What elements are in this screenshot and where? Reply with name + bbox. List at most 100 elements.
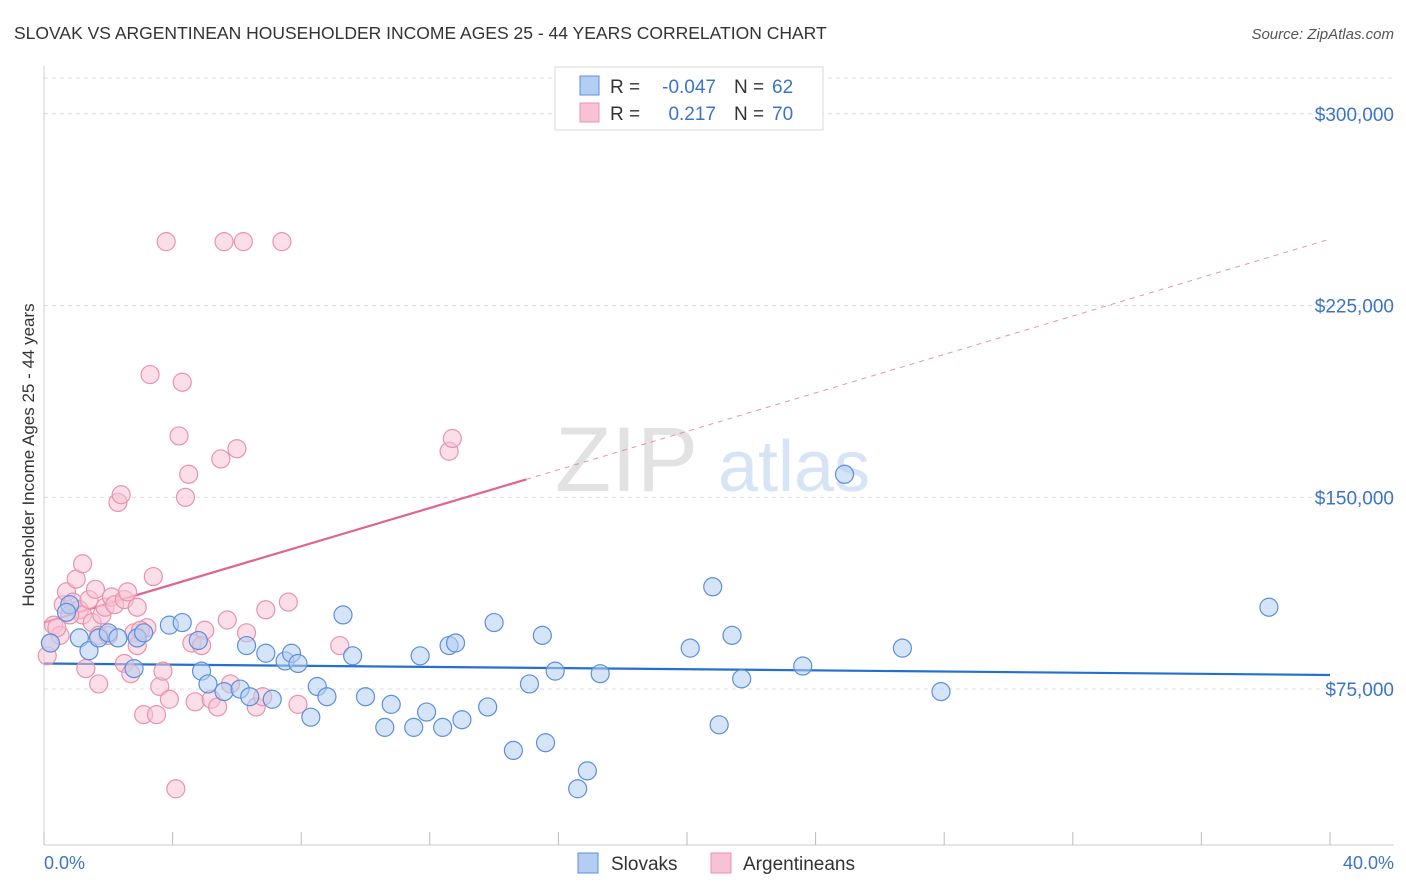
point-slovaks <box>568 779 588 799</box>
point-argentineans <box>166 779 186 799</box>
point-slovaks <box>108 628 128 648</box>
x-ticks <box>43 832 1331 845</box>
point-argentineans <box>169 426 189 446</box>
legend-r-label: R = <box>610 104 640 125</box>
axes <box>43 66 1394 846</box>
y-tick-labels: $75,000 $150,000 $225,000 $300,000 <box>1315 105 1394 701</box>
point-slovaks <box>445 633 466 653</box>
point-slovaks <box>532 625 552 645</box>
point-slovaks <box>333 605 353 625</box>
x-tick-label-min: 0.0% <box>44 853 85 873</box>
point-slovaks <box>375 717 395 737</box>
point-slovaks <box>703 577 723 597</box>
point-slovaks <box>134 623 154 643</box>
point-argentineans <box>288 694 308 714</box>
point-argentineans <box>127 597 147 617</box>
point-argentineans <box>214 232 234 252</box>
point-argentineans <box>175 487 196 507</box>
point-slovaks <box>535 733 556 753</box>
y-tick-label: $225,000 <box>1315 297 1394 318</box>
bottom-legend-swatch-slovaks <box>577 852 599 874</box>
point-slovaks <box>519 674 540 694</box>
legend-r-value: -0.047 <box>662 77 716 98</box>
point-argentineans <box>143 566 163 587</box>
point-argentineans <box>117 582 138 602</box>
point-slovaks <box>381 694 401 714</box>
point-slovaks <box>301 707 321 727</box>
point-slovaks <box>317 687 337 707</box>
legend-swatch-argentineans <box>579 102 600 123</box>
legend-r-value: 0.217 <box>668 104 716 125</box>
legend-n-label: N = <box>734 77 764 98</box>
point-slovaks <box>722 625 742 645</box>
legend-n-label: N = <box>734 104 764 125</box>
legend-r-label: R = <box>610 77 640 98</box>
point-argentineans <box>76 658 96 679</box>
point-slovaks <box>577 761 597 781</box>
gridlines <box>44 77 1394 690</box>
point-argentineans <box>85 579 106 599</box>
point-slovaks <box>478 697 498 717</box>
point-argentineans <box>233 232 253 252</box>
legend-box: R = -0.047 N = 62 R = 0.217 N = 70 <box>554 66 824 131</box>
point-argentineans <box>72 554 93 574</box>
y-tick-label: $300,000 <box>1315 105 1394 126</box>
point-argentineans <box>89 674 109 694</box>
point-argentineans <box>256 600 276 620</box>
bottom-legend: Slovaks Argentineans <box>577 852 855 875</box>
legend-swatch-slovaks <box>579 75 600 96</box>
point-slovaks <box>931 681 951 702</box>
point-argentineans <box>278 592 298 612</box>
point-slovaks <box>680 638 700 658</box>
point-argentineans <box>140 364 160 385</box>
point-slovaks <box>416 702 437 722</box>
point-slovaks <box>410 646 430 666</box>
point-slovaks <box>124 658 144 679</box>
point-argentineans <box>172 372 192 392</box>
source-label: Source: ZipAtlas.com <box>1251 26 1394 43</box>
point-slovaks <box>732 669 752 689</box>
point-slovaks <box>503 740 523 761</box>
point-slovaks <box>256 643 276 663</box>
point-argentineans <box>442 428 462 449</box>
point-argentineans <box>146 705 167 725</box>
point-slovaks <box>545 661 565 681</box>
point-slovaks <box>404 717 424 737</box>
point-argentineans <box>159 689 179 709</box>
point-slovaks <box>355 687 376 707</box>
point-argentineans <box>330 635 350 656</box>
point-argentineans <box>227 439 247 459</box>
point-slovaks <box>288 653 308 674</box>
point-slovaks <box>433 717 453 737</box>
watermark-zip: ZIP <box>555 409 698 511</box>
point-slovaks <box>709 715 729 735</box>
point-slovaks <box>69 628 89 648</box>
point-argentineans <box>153 661 173 681</box>
y-axis-label: Householder Income Ages 25 - 44 years <box>19 303 38 606</box>
point-slovaks <box>40 633 61 653</box>
point-slovaks <box>240 687 260 707</box>
point-argentineans <box>111 485 131 505</box>
point-argentineans <box>156 232 176 252</box>
point-slovaks <box>172 612 192 633</box>
legend-n-value: 70 <box>772 104 793 125</box>
point-argentineans <box>272 232 292 252</box>
y-tick-label: $150,000 <box>1315 488 1394 509</box>
point-slovaks <box>198 674 218 694</box>
point-argentineans <box>185 692 205 712</box>
point-slovaks <box>834 464 855 484</box>
point-slovaks <box>793 656 813 676</box>
bottom-legend-label-slovaks: Slovaks <box>611 854 678 875</box>
trend-line-slovaks <box>43 662 1331 677</box>
point-slovaks <box>343 646 363 666</box>
point-argentineans <box>217 610 237 630</box>
point-slovaks <box>452 710 472 730</box>
x-tick-label-max: 40.0% <box>1343 853 1394 873</box>
bottom-legend-swatch-argentineans <box>710 852 732 874</box>
point-slovaks <box>236 635 257 656</box>
point-slovaks <box>590 664 610 684</box>
y-tick-label: $75,000 <box>1325 680 1394 701</box>
point-slovaks <box>1259 597 1279 617</box>
